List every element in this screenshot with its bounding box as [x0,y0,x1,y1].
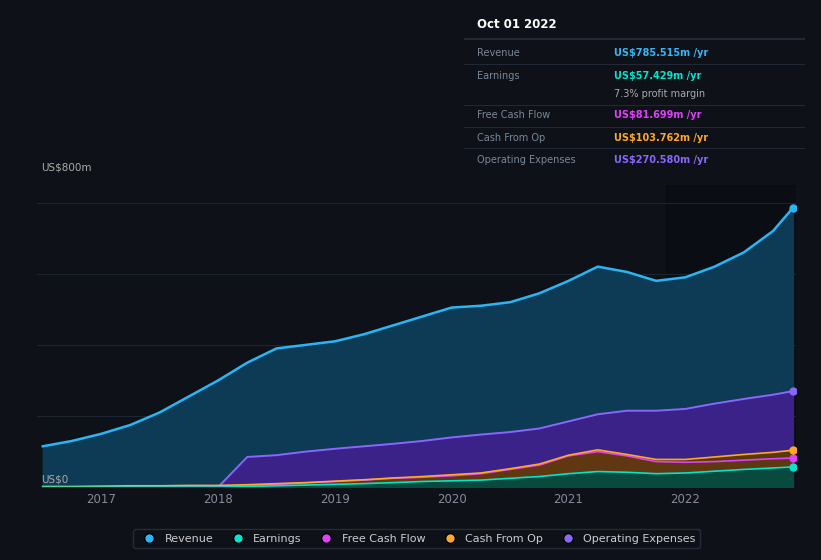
Text: Cash From Op: Cash From Op [478,133,546,143]
Text: Operating Expenses: Operating Expenses [478,155,576,165]
Text: US$785.515m /yr: US$785.515m /yr [614,48,708,58]
Text: US$270.580m /yr: US$270.580m /yr [614,155,708,165]
Text: Earnings: Earnings [478,71,520,81]
Text: US$57.429m /yr: US$57.429m /yr [614,71,701,81]
Bar [666,185,796,487]
Text: 7.3% profit margin: 7.3% profit margin [614,89,705,99]
Text: US$81.699m /yr: US$81.699m /yr [614,110,701,120]
Text: Oct 01 2022: Oct 01 2022 [478,18,557,31]
Text: Revenue: Revenue [478,48,521,58]
Legend: Revenue, Earnings, Free Cash Flow, Cash From Op, Operating Expenses: Revenue, Earnings, Free Cash Flow, Cash … [133,529,700,548]
Text: US$0: US$0 [41,474,68,484]
Text: US$800m: US$800m [41,163,91,172]
Text: Free Cash Flow: Free Cash Flow [478,110,551,120]
Text: US$103.762m /yr: US$103.762m /yr [614,133,708,143]
